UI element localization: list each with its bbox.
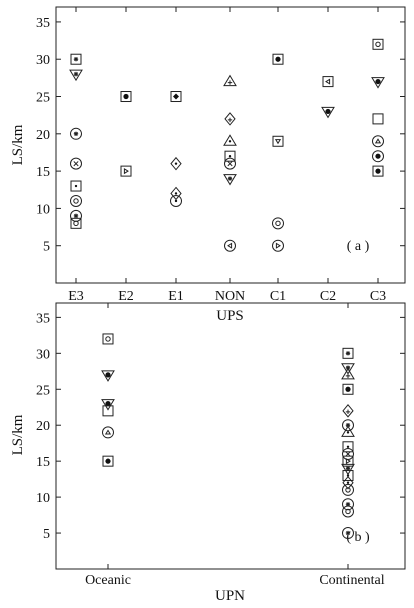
panel-b-xtick-label: Oceanic <box>85 573 131 588</box>
panel-b-point <box>342 498 354 511</box>
panel-b-point <box>102 426 114 439</box>
panel-a-ytick-label: 20 <box>36 128 50 143</box>
panel-a-ylabel: LS/km <box>10 124 26 165</box>
panel-a-point <box>170 194 182 207</box>
panel-a-point <box>224 150 236 162</box>
panel-a-point <box>120 91 132 103</box>
panel-a-point <box>70 217 82 229</box>
panel-b-point <box>341 425 355 437</box>
panel-a-point <box>322 76 334 88</box>
panel-b-ytick-label: 5 <box>43 527 50 542</box>
panel-b-ytick-label: 15 <box>36 455 50 470</box>
panel-a-point <box>224 112 236 126</box>
panel-a-xtick-label: C1 <box>270 289 286 304</box>
panel-a-point <box>272 135 284 147</box>
panel-a-ytick-label: 15 <box>36 165 50 180</box>
panel-b-point <box>342 347 354 359</box>
panel-a-point <box>372 113 384 125</box>
panel-b-point <box>341 363 355 375</box>
panel-b-x-axis: Oceanic UPN Continental <box>85 303 385 604</box>
panel-a-point <box>371 77 385 89</box>
panel-a-x-axis: E3 E2 E1 NON C1 C2 C3 <box>68 7 386 304</box>
panel-a-point <box>223 74 237 87</box>
panel-b-ytick-label: 10 <box>36 491 50 506</box>
panel-a-point <box>372 150 384 163</box>
panel-a-point <box>372 135 384 148</box>
panel-b-point <box>342 527 354 540</box>
panel-a-point <box>170 156 182 171</box>
panel-b-point <box>342 483 354 496</box>
panel-b-y-axis: 5 10 15 20 25 30 35 <box>36 311 405 542</box>
panel-b-point <box>342 475 354 490</box>
panel-b-point <box>102 333 114 345</box>
panel-a-point <box>372 38 384 50</box>
panel-a-tag: ( a ) <box>347 239 370 254</box>
panel-a-point <box>321 106 335 119</box>
panel-b-point <box>102 455 114 467</box>
panel-b-point <box>341 367 355 380</box>
panel-a-xlabel: UPS <box>216 308 244 324</box>
panel-b-ytick-label: 20 <box>36 419 50 434</box>
panel-a-xtick-label: E1 <box>168 289 184 304</box>
panel-a-y-axis: 5 10 15 20 25 30 35 <box>36 16 405 255</box>
panel-b-point <box>101 399 115 411</box>
panel-a-point <box>70 194 82 207</box>
panel-b-point <box>342 383 354 395</box>
panel-b-point <box>342 419 354 432</box>
panel-b-tag: ( b ) <box>346 530 370 545</box>
panel-a-xtick-label: C2 <box>320 289 336 304</box>
panel-b-xlabel: UPN <box>215 588 245 604</box>
panel-b-point <box>341 463 355 476</box>
panel-a-point <box>120 165 132 177</box>
panel-a-ytick-label: 25 <box>36 91 50 106</box>
panel-b-ylabel: LS/km <box>10 414 26 455</box>
panel-a-point <box>69 69 83 82</box>
panel-a-point <box>223 174 237 186</box>
panel-b-xtick-label: Continental <box>319 573 384 588</box>
panel-b-point <box>342 441 354 453</box>
panel-a-point <box>70 157 82 170</box>
panel-a: LS/km UPS ( a ) 5 10 15 20 25 30 35 E3 E2 E1 NON C… <box>10 6 406 324</box>
panel-a-point <box>272 217 284 230</box>
panel-a-point <box>170 186 182 201</box>
panel-a-point <box>272 239 284 252</box>
panel-a-xtick-label: E2 <box>118 289 134 304</box>
panel-b-ytick-label: 30 <box>36 347 50 362</box>
panel-a-point <box>223 134 237 146</box>
panel-a-xtick-label: C3 <box>370 289 386 304</box>
panel-a-point <box>70 209 82 222</box>
panel-b-point <box>342 470 354 482</box>
panel-a-ytick-label: 30 <box>36 53 50 68</box>
panel-a-point <box>70 53 82 65</box>
panel-a-point <box>70 127 82 140</box>
panel-b-ytick-label: 35 <box>36 311 50 326</box>
panel-b-ytick-label: 25 <box>36 383 50 398</box>
panel-a-xtick-label: NON <box>215 289 245 304</box>
panel-a-point <box>372 165 384 177</box>
panel-a-ytick-label: 10 <box>36 202 50 217</box>
panel-a-xtick-label: E3 <box>68 289 84 304</box>
panel-b-point <box>342 404 354 418</box>
panel-a-point <box>224 157 236 170</box>
panel-a-point <box>224 239 236 252</box>
panel-b-point <box>342 447 354 460</box>
panel-a-point <box>272 53 284 65</box>
panel-b-points <box>101 333 355 540</box>
panel-a-ytick-label: 35 <box>36 16 50 31</box>
panel-b-frame <box>55 302 406 570</box>
panel-a-point <box>170 91 182 103</box>
panel-b-point <box>101 370 115 382</box>
panel-a-ytick-label: 5 <box>43 240 50 255</box>
panel-b-point <box>342 505 354 518</box>
panel-b-point <box>102 405 114 417</box>
panel-b: LS/km ( b ) 5 10 15 20 25 30 35 Oceanic UPN Cont… <box>10 302 406 604</box>
panel-a-point <box>70 180 82 192</box>
panel-a-points <box>69 38 385 252</box>
